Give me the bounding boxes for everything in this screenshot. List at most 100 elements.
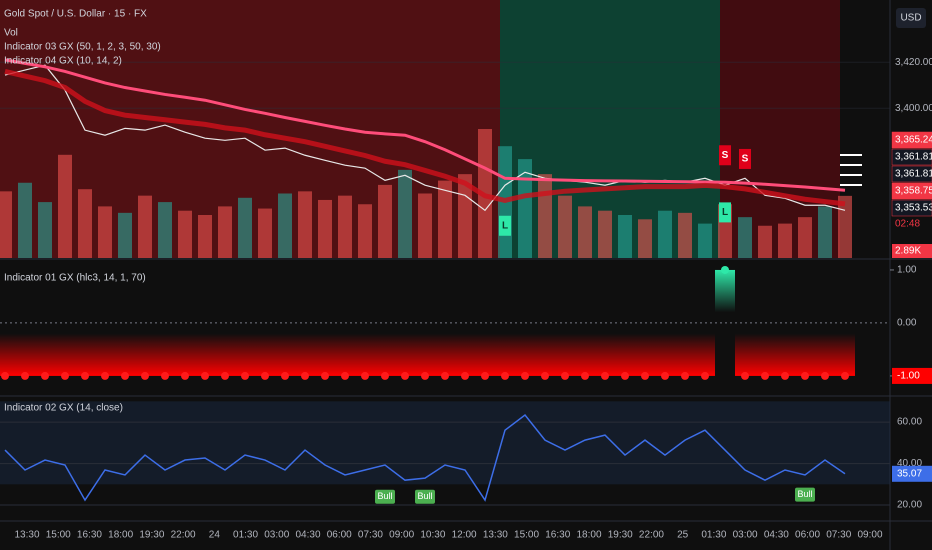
x-tick-label: 22:00 <box>171 530 196 541</box>
bull-box <box>375 489 395 504</box>
signal-dot <box>381 371 389 380</box>
signal-dot <box>341 371 349 380</box>
band <box>0 401 890 485</box>
countdown: 02:48 <box>895 219 920 230</box>
signal-fill <box>155 333 175 376</box>
signal-fill <box>275 333 295 376</box>
y-tick-label: 40.00 <box>897 458 922 469</box>
volume-bar <box>18 182 32 258</box>
x-tick-label: 04:30 <box>295 530 320 541</box>
x-tick-label: 12:00 <box>452 530 477 541</box>
y-tick-label: 0.00 <box>897 318 917 329</box>
volume-bar <box>358 204 372 258</box>
signal-dot <box>701 371 709 380</box>
legend-item: Indicator 03 GX (50, 1, 2, 3, 50, 30) <box>4 42 161 53</box>
signal-fill <box>615 333 635 376</box>
signal-dot <box>841 371 849 380</box>
pane-title: Indicator 01 GX (hlc3, 14, 1, 70) <box>4 273 146 284</box>
price-tag-label: 3,358.75 <box>895 186 932 197</box>
last-tag <box>892 367 932 384</box>
signal-fill <box>755 333 775 376</box>
signal-dot <box>521 371 529 380</box>
volume-tag-label: 2.89K <box>895 246 921 257</box>
volume-bar <box>338 195 352 258</box>
volume-bar <box>758 225 772 258</box>
volume-bar <box>298 191 312 258</box>
y-tick-label: 20.00 <box>897 500 922 511</box>
volume-bar <box>678 212 692 258</box>
volume-bar <box>238 197 252 258</box>
volume-bar <box>838 195 852 258</box>
signal-dot <box>561 371 569 380</box>
currency-label: USD <box>900 13 921 24</box>
price-tag <box>891 148 932 166</box>
bull-label: Bull <box>417 491 432 501</box>
signal-fill <box>735 333 755 376</box>
x-tick-label: 15:00 <box>46 530 71 541</box>
signal-dot <box>241 371 249 380</box>
volume-bar <box>438 180 452 258</box>
x-tick-label: 04:30 <box>764 530 789 541</box>
signal-dot <box>481 371 489 380</box>
y-tick-label: 3,400.00 <box>895 103 932 114</box>
signal-fill <box>35 333 55 376</box>
signal-fill <box>75 333 95 376</box>
volume-bar <box>618 215 632 258</box>
volume-bar <box>218 206 232 258</box>
signal-dot <box>541 371 549 380</box>
signal-dot <box>601 371 609 380</box>
signal-label: L <box>502 220 508 231</box>
signal-dot <box>641 371 649 380</box>
x-tick-label: 07:30 <box>826 530 851 541</box>
volume-bar <box>398 169 412 258</box>
series-line <box>4 58 846 192</box>
price-tag <box>891 199 932 217</box>
volume-bar <box>158 202 172 258</box>
signal-fill <box>535 333 555 376</box>
bull-label: Bull <box>797 489 812 499</box>
legend-item: Indicator 04 GX (10, 14, 2) <box>4 56 122 67</box>
signal-fill <box>655 333 675 376</box>
volume-bar <box>818 206 832 258</box>
last-tag-label: 35.07 <box>897 468 922 479</box>
volume-bar <box>418 193 432 258</box>
volume-bar <box>658 210 672 258</box>
bull-label: Bull <box>377 491 392 501</box>
signal-fill <box>715 269 735 313</box>
signal-box <box>499 215 511 236</box>
x-tick-label: 15:00 <box>514 530 539 541</box>
x-tick-label: 22:00 <box>639 530 664 541</box>
price-tag-label: 3,365.24 <box>895 135 932 146</box>
x-tick-label: 18:00 <box>108 530 133 541</box>
x-tick-label: 19:30 <box>139 530 164 541</box>
signal-dot <box>81 371 89 380</box>
signal-dot <box>721 265 729 274</box>
signal-fill <box>495 333 515 376</box>
volume-bar <box>78 189 92 258</box>
signal-dot <box>61 371 69 380</box>
signal-fill <box>795 333 815 376</box>
legend-item: Vol <box>4 28 18 39</box>
signal-dot <box>821 371 829 380</box>
signal-fill <box>435 333 455 376</box>
signal-fill <box>0 333 15 376</box>
signal-dot <box>661 371 669 380</box>
x-tick-label: 16:30 <box>77 530 102 541</box>
price-tag-label: 3,353.53 <box>895 203 932 214</box>
signal-fill <box>675 333 695 376</box>
signal-dot <box>141 371 149 380</box>
x-tick-label: 09:00 <box>857 530 882 541</box>
signal-fill <box>375 333 395 376</box>
x-tick-label: 10:30 <box>420 530 445 541</box>
volume-bar <box>198 215 212 258</box>
price-tag <box>891 165 932 183</box>
signal-dot <box>281 371 289 380</box>
volume-bar <box>538 174 552 258</box>
signal-fill <box>595 333 615 376</box>
signal-fill <box>575 333 595 376</box>
volume-bar <box>98 206 112 258</box>
signal-label: L <box>722 207 728 218</box>
signal-fill <box>95 333 115 376</box>
signal-fill <box>695 333 715 376</box>
